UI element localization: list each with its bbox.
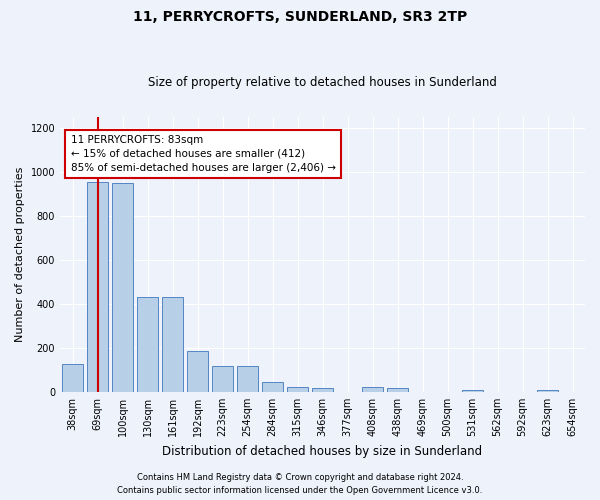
Bar (237, 366, 258, 392)
Title: Size of property relative to detached houses in Sunderland: Size of property relative to detached ho… (148, 76, 497, 90)
Bar (287, 387, 308, 392)
Bar (312, 388, 333, 392)
Bar (362, 387, 383, 392)
Bar (112, 184, 133, 392)
Text: Contains HM Land Registry data © Crown copyright and database right 2024.
Contai: Contains HM Land Registry data © Crown c… (118, 474, 482, 495)
Bar (62, 364, 83, 392)
Bar (212, 366, 233, 392)
Text: 11 PERRYCROFTS: 83sqm
← 15% of detached houses are smaller (412)
85% of semi-det: 11 PERRYCROFTS: 83sqm ← 15% of detached … (71, 135, 335, 173)
Bar (162, 298, 183, 392)
Bar (387, 388, 408, 392)
Text: 11, PERRYCROFTS, SUNDERLAND, SR3 2TP: 11, PERRYCROFTS, SUNDERLAND, SR3 2TP (133, 10, 467, 24)
Bar (262, 382, 283, 392)
Bar (187, 351, 208, 392)
Bar (137, 298, 158, 392)
Bar (537, 390, 558, 392)
Bar (462, 390, 483, 392)
X-axis label: Distribution of detached houses by size in Sunderland: Distribution of detached houses by size … (163, 444, 482, 458)
Bar (87, 182, 108, 392)
Y-axis label: Number of detached properties: Number of detached properties (15, 167, 25, 342)
